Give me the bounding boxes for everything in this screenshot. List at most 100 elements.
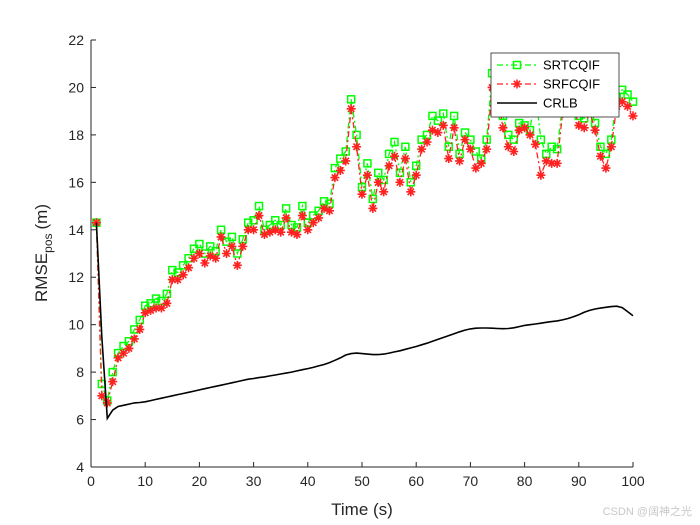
data-point-srfcqif (108, 377, 118, 387)
data-point-srfcqif (319, 203, 329, 213)
data-point-srfcqif (503, 142, 513, 152)
data-point-srfcqif (162, 298, 172, 308)
data-point-srfcqif (341, 156, 351, 166)
data-point-srfcqif (346, 104, 356, 114)
data-point-srfcqif (482, 144, 492, 154)
data-point-srfcqif (357, 189, 367, 199)
data-point-srfcqif (129, 334, 139, 344)
data-point-srtcqif (509, 135, 519, 144)
data-point-srfcqif (97, 391, 107, 401)
data-point-srfcqif (433, 128, 443, 138)
data-point-srfcqif (352, 142, 362, 152)
data-point-srtcqif (536, 135, 546, 144)
data-point-srtcqif (368, 194, 378, 204)
data-point-srtcqif (552, 144, 562, 154)
data-point-srfcqif (281, 213, 291, 223)
data-point-srtcqif (162, 289, 172, 299)
data-point-srfcqif (156, 303, 166, 313)
data-point-srfcqif (471, 163, 481, 173)
data-point-srfcqif (102, 398, 112, 408)
data-point-srfcqif (324, 206, 334, 216)
data-point-srfcqif (335, 165, 345, 175)
x-tick-label: 50 (354, 473, 370, 489)
data-point-srtcqif (401, 142, 410, 151)
data-point-srfcqif (595, 151, 605, 161)
data-point-srfcqif (167, 275, 177, 285)
data-point-srfcqif (151, 303, 161, 313)
data-point-srfcqif (530, 139, 540, 149)
data-point-srtcqif (504, 130, 513, 140)
data-point-srtcqif (254, 201, 264, 211)
data-point-srfcqif (552, 158, 562, 168)
data-point-srfcqif (200, 258, 210, 268)
y-tick-label: 10 (68, 317, 84, 333)
data-point-srfcqif (184, 263, 194, 273)
x-tick-label: 10 (137, 473, 153, 489)
x-tick-label: 80 (517, 473, 533, 489)
data-point-srtcqif (189, 244, 199, 254)
data-point-srfcqif (194, 249, 204, 258)
data-point-srfcqif (222, 249, 231, 258)
data-point-srfcqif (287, 227, 297, 237)
data-point-srfcqif (628, 111, 638, 121)
legend-marker-srtcqif (512, 60, 522, 70)
data-point-srtcqif (374, 168, 383, 178)
data-point-srtcqif (249, 216, 258, 225)
data-point-srtcqif (346, 95, 356, 104)
data-point-srfcqif (254, 211, 264, 221)
data-point-srfcqif (460, 135, 470, 145)
data-point-srtcqif (433, 116, 443, 125)
y-tick-label: 20 (68, 79, 84, 95)
data-point-srfcqif (308, 218, 318, 228)
y-tick-label: 12 (68, 269, 84, 285)
data-point-srfcqif (227, 241, 237, 251)
data-point-srfcqif (362, 170, 372, 180)
data-point-srtcqif (227, 232, 237, 242)
data-point-srfcqif (276, 227, 286, 237)
data-point-srfcqif (211, 253, 221, 263)
data-point-srfcqif (368, 203, 378, 213)
x-tick-label: 0 (87, 473, 95, 489)
data-point-srtcqif (395, 168, 405, 178)
legend-marker-srfcqif (512, 79, 522, 89)
data-point-srfcqif (119, 348, 129, 358)
data-point-srfcqif (232, 260, 242, 270)
data-point-srfcqif (292, 230, 302, 240)
legend-entry-srtcqif: SRTCQIF (497, 58, 600, 73)
data-point-srtcqif (439, 109, 448, 118)
data-point-srfcqif (314, 213, 324, 223)
data-point-srtcqif (547, 142, 556, 151)
y-tick-label: 8 (76, 364, 84, 380)
data-point-srfcqif (601, 163, 611, 173)
data-point-srfcqif (541, 156, 551, 166)
data-point-srtcqif (623, 90, 632, 99)
data-point-srfcqif (373, 177, 383, 187)
data-point-srfcqif (91, 218, 101, 228)
data-point-srfcqif (514, 125, 524, 135)
data-point-srfcqif (124, 343, 134, 353)
data-point-srfcqif (400, 154, 410, 164)
legend-label-crlb: CRLB (543, 96, 578, 111)
x-tick-label: 40 (300, 473, 316, 489)
data-point-srfcqif (173, 275, 183, 285)
data-point-srtcqif (428, 111, 437, 121)
data-point-srfcqif (135, 324, 145, 334)
data-point-srfcqif (411, 170, 421, 180)
data-point-srfcqif (265, 227, 275, 237)
data-point-srfcqif (498, 123, 508, 133)
data-point-srfcqif (417, 144, 427, 154)
data-point-srfcqif (574, 120, 584, 130)
data-point-srtcqif (444, 142, 453, 151)
data-point-srfcqif (303, 225, 313, 235)
x-tick-label: 70 (463, 473, 479, 489)
y-axis-label: RMSEpos (m) (32, 204, 55, 302)
data-point-srfcqif (623, 101, 633, 111)
data-point-srfcqif (617, 97, 627, 107)
legend-label-srfcqif: SRFCQIF (543, 77, 600, 92)
x-tick-label: 30 (246, 473, 262, 489)
data-point-srtcqif (135, 315, 145, 325)
data-point-srfcqif (547, 158, 557, 168)
series-line-crlb (95, 222, 634, 421)
data-point-srfcqif (146, 305, 156, 315)
